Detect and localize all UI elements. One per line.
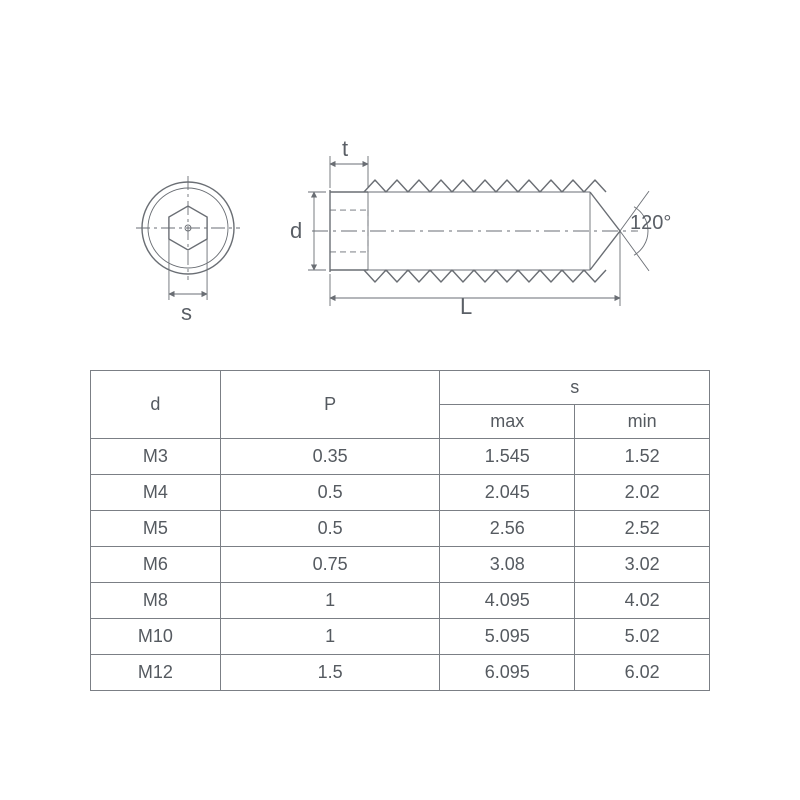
cell-smax: 5.095	[440, 619, 575, 655]
cell-smax: 6.095	[440, 655, 575, 691]
table-row: M121.56.0956.02	[91, 655, 710, 691]
cell-smin: 2.02	[575, 475, 710, 511]
cell-smin: 2.52	[575, 511, 710, 547]
header-d: d	[91, 371, 221, 439]
label-angle: 120°	[630, 212, 671, 235]
header-s: s	[440, 371, 710, 405]
cell-smin: 1.52	[575, 439, 710, 475]
cell-d: M12	[91, 655, 221, 691]
cell-d: M4	[91, 475, 221, 511]
drawing-svg	[130, 100, 690, 340]
cell-smin: 6.02	[575, 655, 710, 691]
table-body: M30.351.5451.52M40.52.0452.02M50.52.562.…	[91, 439, 710, 691]
table-row: M60.753.083.02	[91, 547, 710, 583]
cell-smin: 3.02	[575, 547, 710, 583]
table-row: M50.52.562.52	[91, 511, 710, 547]
spec-table-container: d P s max min M30.351.5451.52M40.52.0452…	[90, 370, 710, 691]
cell-P: 1.5	[220, 655, 440, 691]
cell-d: M5	[91, 511, 221, 547]
cell-smin: 5.02	[575, 619, 710, 655]
cell-P: 0.75	[220, 547, 440, 583]
label-d: d	[290, 218, 302, 244]
cell-P: 1	[220, 583, 440, 619]
cell-P: 0.5	[220, 475, 440, 511]
label-t: t	[342, 136, 348, 162]
cell-smax: 4.095	[440, 583, 575, 619]
cell-P: 0.35	[220, 439, 440, 475]
label-s: s	[181, 300, 192, 326]
cell-smin: 4.02	[575, 583, 710, 619]
cell-smax: 2.56	[440, 511, 575, 547]
cell-smax: 3.08	[440, 547, 575, 583]
cell-smax: 2.045	[440, 475, 575, 511]
spec-table: d P s max min M30.351.5451.52M40.52.0452…	[90, 370, 710, 691]
table-row: M1015.0955.02	[91, 619, 710, 655]
header-P: P	[220, 371, 440, 439]
cell-smax: 1.545	[440, 439, 575, 475]
technical-drawing: s d t L 120°	[130, 100, 690, 320]
header-smax: max	[440, 405, 575, 439]
cell-d: M6	[91, 547, 221, 583]
cell-d: M10	[91, 619, 221, 655]
cell-d: M8	[91, 583, 221, 619]
header-smin: min	[575, 405, 710, 439]
cell-P: 0.5	[220, 511, 440, 547]
table-row: M814.0954.02	[91, 583, 710, 619]
label-L: L	[460, 294, 472, 320]
cell-d: M3	[91, 439, 221, 475]
table-row: M40.52.0452.02	[91, 475, 710, 511]
cell-P: 1	[220, 619, 440, 655]
header-row-1: d P s	[91, 371, 710, 405]
table-row: M30.351.5451.52	[91, 439, 710, 475]
